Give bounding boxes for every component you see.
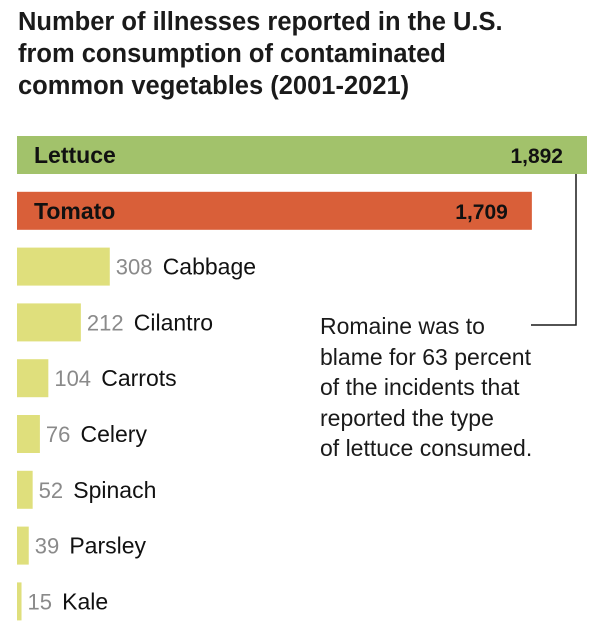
chart-title: Number of illnesses reported in the U.S.…	[18, 6, 588, 102]
bar-lettuce	[17, 136, 587, 174]
annotation-line-2: blame for 63 percent	[320, 343, 531, 370]
bar-celery	[17, 415, 40, 453]
annotation-line-1: Romaine was to	[320, 313, 485, 339]
value-label-cabbage: 308	[116, 255, 153, 280]
annotation-leader-line	[531, 174, 577, 326]
value-label-tomato: 1,709	[455, 201, 508, 224]
bar-kale	[17, 582, 22, 621]
bar-cilantro	[17, 303, 81, 342]
bar-carrots	[17, 359, 49, 398]
category-label-carrots: Carrots	[101, 365, 176, 391]
value-label-spinach: 52	[39, 478, 63, 503]
category-label-celery: Celery	[80, 421, 147, 447]
romaine-annotation: Romaine was to blame for 63 percent of t…	[320, 311, 595, 464]
category-label-parsley: Parsley	[69, 533, 146, 559]
category-label-cilantro: Cilantro	[134, 309, 213, 335]
annotation-line-5: of lettuce consumed.	[320, 435, 533, 461]
chart-title-line-3: common vegetables (2001-2021)	[18, 72, 410, 100]
category-label-tomato: Tomato	[34, 198, 115, 224]
category-label-lettuce: Lettuce	[34, 142, 116, 168]
value-label-parsley: 39	[35, 534, 59, 559]
annotation-line-4: reported the type	[320, 404, 494, 431]
category-label-kale: Kale	[62, 588, 108, 614]
annotation-line-3: of the incidents that	[320, 374, 520, 400]
value-label-celery: 76	[46, 422, 70, 447]
value-label-cilantro: 212	[87, 310, 124, 335]
chart-title-line-2: from consumption of contaminated	[18, 40, 446, 68]
chart-title-line-1: Number of illnesses reported in the U.S.	[18, 8, 503, 36]
value-label-lettuce: 1,892	[510, 145, 563, 168]
bar-tomato	[17, 191, 532, 230]
category-label-cabbage: Cabbage	[163, 254, 256, 280]
value-label-kale: 15	[28, 589, 52, 614]
bar-cabbage	[17, 247, 110, 286]
bar-parsley	[17, 526, 29, 565]
value-label-carrots: 104	[54, 366, 91, 391]
category-label-spinach: Spinach	[73, 477, 156, 503]
bar-spinach	[17, 470, 33, 509]
